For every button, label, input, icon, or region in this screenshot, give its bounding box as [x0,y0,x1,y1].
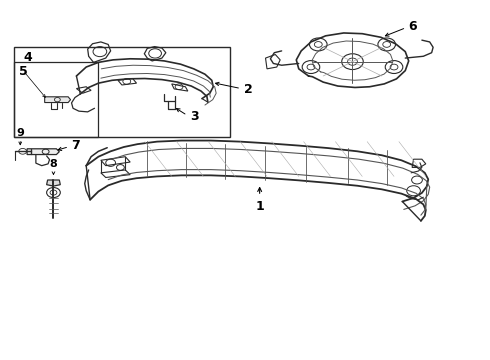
Polygon shape [27,149,59,154]
Polygon shape [45,97,71,103]
Text: 2: 2 [244,83,253,96]
Text: 4: 4 [24,51,32,64]
Text: 8: 8 [49,159,57,169]
Text: 9: 9 [16,128,24,138]
Text: 5: 5 [19,65,27,78]
Text: 7: 7 [71,139,80,152]
Text: 3: 3 [190,110,199,123]
Bar [14,47,230,137]
Polygon shape [47,180,60,186]
Text: 1: 1 [255,200,264,213]
Bar [14,62,98,137]
Text: 6: 6 [409,20,417,33]
